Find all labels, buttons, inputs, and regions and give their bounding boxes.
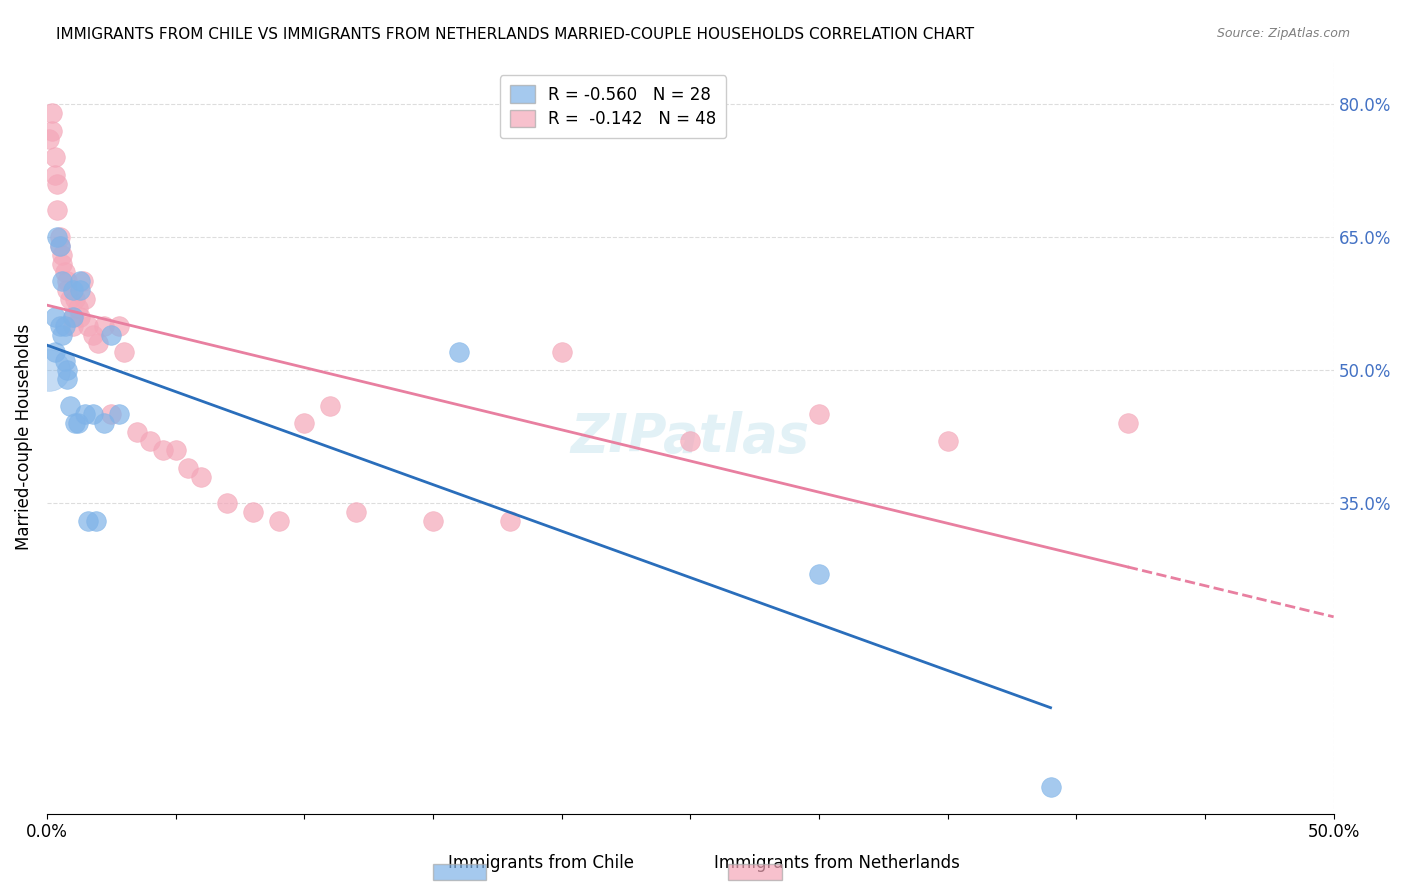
Point: [66, 417, 89, 431]
Point: [69, 283, 91, 297]
Text: IMMIGRANTS FROM CHILE VS IMMIGRANTS FROM NETHERLANDS MARRIED-COUPLE HOUSEHOLDS C: IMMIGRANTS FROM CHILE VS IMMIGRANTS FROM…: [56, 27, 974, 42]
Point: [87, 336, 110, 351]
Point: [319, 399, 342, 413]
Point: [190, 469, 212, 483]
Point: [38, 132, 60, 146]
Point: [46, 230, 69, 244]
Point: [1039, 780, 1062, 794]
Point: [807, 567, 830, 582]
Legend: R = -0.560   N = 28, R =  -0.142   N = 48: R = -0.560 N = 28, R = -0.142 N = 48: [499, 76, 727, 138]
Point: [49, 230, 72, 244]
Point: [267, 514, 290, 528]
Point: [177, 460, 200, 475]
Point: [56, 363, 79, 377]
Point: [292, 417, 315, 431]
Point: [49, 318, 72, 333]
Y-axis label: Married-couple Households: Married-couple Households: [15, 324, 32, 549]
Point: [44, 150, 66, 164]
Point: [100, 327, 122, 342]
Point: [422, 514, 444, 528]
Point: [44, 168, 66, 182]
Point: [51, 327, 73, 342]
Point: [1116, 417, 1139, 431]
Text: Source: ZipAtlas.com: Source: ZipAtlas.com: [1216, 27, 1350, 40]
Text: Immigrants from Netherlands: Immigrants from Netherlands: [714, 855, 959, 872]
Point: [242, 505, 264, 519]
Point: [62, 283, 84, 297]
Point: [344, 505, 367, 519]
Point: [53, 354, 76, 368]
Point: [46, 203, 69, 218]
Point: [125, 425, 148, 439]
Point: [41, 105, 63, 120]
Point: [152, 442, 174, 457]
Point: [59, 399, 82, 413]
Point: [66, 301, 89, 315]
Point: [46, 177, 69, 191]
Point: [75, 408, 97, 422]
Point: [53, 318, 76, 333]
Point: [807, 408, 830, 422]
Point: [44, 345, 66, 359]
Point: [44, 310, 66, 324]
Point: [56, 274, 79, 288]
Point: [77, 318, 100, 333]
Point: [69, 310, 91, 324]
Point: [51, 274, 73, 288]
Point: [59, 292, 82, 306]
Point: [56, 372, 79, 386]
Point: [108, 408, 131, 422]
Point: [93, 318, 115, 333]
Point: [550, 345, 572, 359]
Point: [51, 248, 73, 262]
Point: [49, 239, 72, 253]
Point: [82, 327, 104, 342]
Point: [77, 514, 100, 528]
Point: [63, 417, 86, 431]
Point: [41, 123, 63, 137]
Point: [75, 292, 97, 306]
Point: [215, 496, 238, 510]
Text: Immigrants from Chile: Immigrants from Chile: [449, 855, 634, 872]
Point: [499, 514, 522, 528]
Point: [82, 408, 104, 422]
Point: [165, 442, 187, 457]
Point: [100, 408, 122, 422]
Point: [936, 434, 959, 448]
Point: [51, 257, 73, 271]
Point: [53, 265, 76, 279]
Point: [72, 274, 94, 288]
Point: [38, 363, 60, 377]
Point: [69, 274, 91, 288]
Point: [679, 434, 702, 448]
Point: [49, 239, 72, 253]
Point: [93, 417, 115, 431]
Text: ZIPatlas: ZIPatlas: [571, 410, 810, 463]
Point: [108, 318, 131, 333]
Point: [112, 345, 135, 359]
Point: [56, 283, 79, 297]
Point: [62, 310, 84, 324]
Point: [62, 310, 84, 324]
Point: [447, 345, 470, 359]
Point: [84, 514, 107, 528]
Point: [63, 292, 86, 306]
Point: [62, 318, 84, 333]
Point: [139, 434, 162, 448]
